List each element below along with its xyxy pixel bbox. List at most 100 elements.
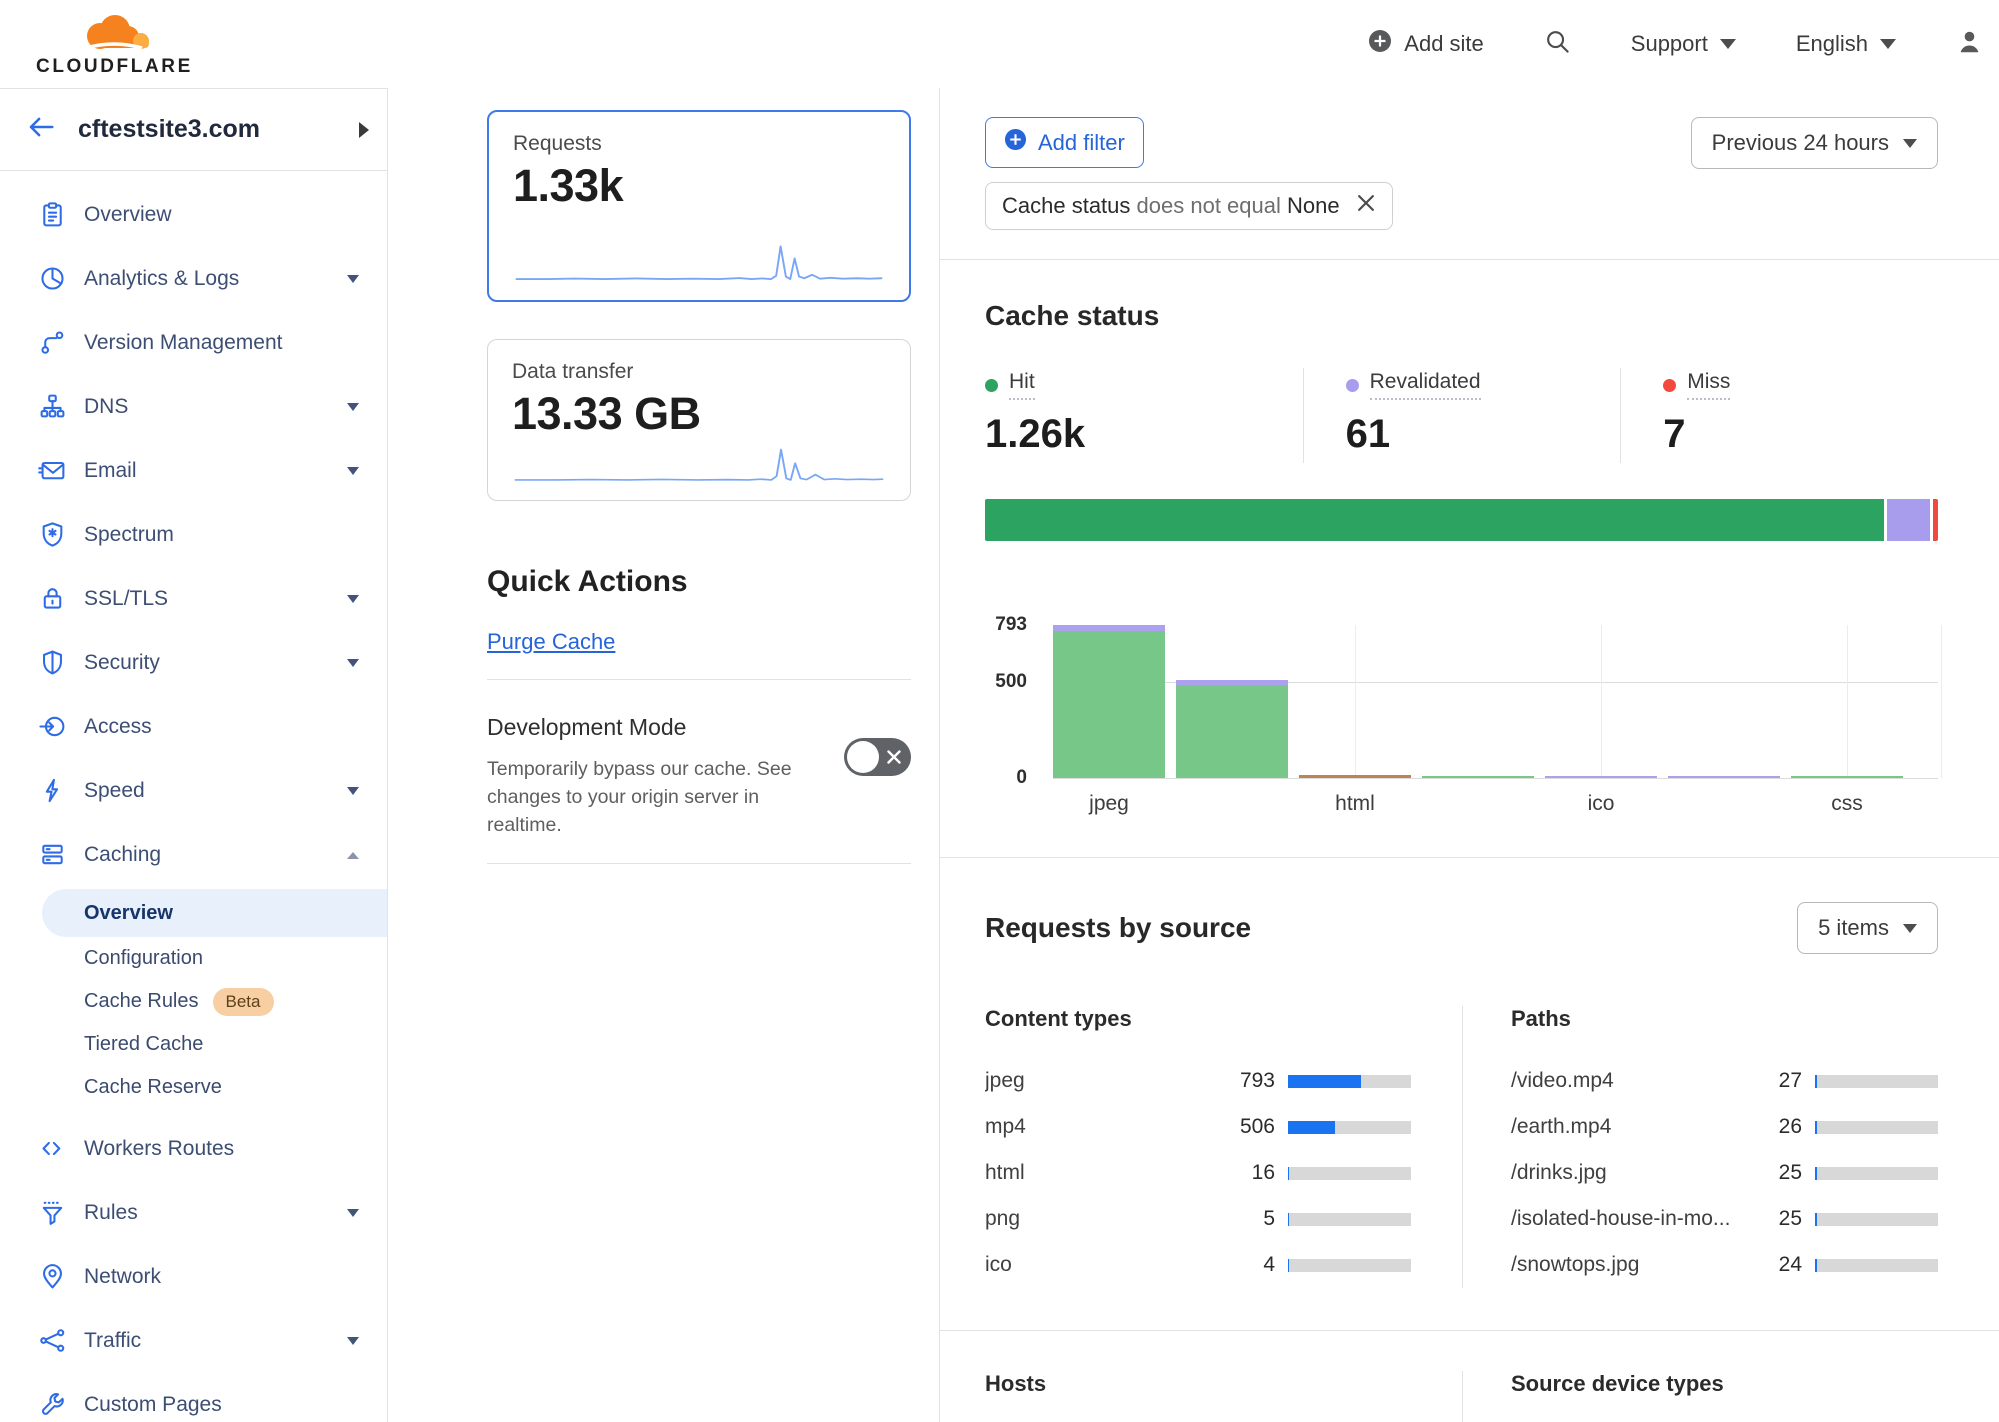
data-transfer-sparkline bbox=[514, 448, 884, 481]
sidebar-item-label: SSL/TLS bbox=[84, 587, 169, 610]
caching-icon bbox=[38, 840, 68, 870]
list-row-isolated-house-in-mo[interactable]: /isolated-house-in-mo... 25 bbox=[1511, 1196, 1938, 1242]
legend-dot-miss bbox=[1663, 378, 1677, 392]
sidebar-item-email[interactable]: Email bbox=[0, 439, 387, 503]
sidebar-subitem-tiered-cache[interactable]: Tiered Cache bbox=[0, 1023, 387, 1066]
gridline bbox=[1847, 625, 1848, 778]
row-bar-fill bbox=[1288, 1166, 1290, 1180]
sidebar-item-access[interactable]: Access bbox=[0, 695, 387, 759]
list-row-drinks-jpg[interactable]: /drinks.jpg 25 bbox=[1511, 1150, 1938, 1196]
stat-label[interactable]: Revalidated bbox=[1369, 370, 1481, 400]
dev-mode-title: Development Mode bbox=[487, 714, 687, 740]
sidebar-item-traffic[interactable]: Traffic bbox=[0, 1309, 387, 1373]
requests-card[interactable]: Requests 1.33k bbox=[487, 110, 911, 302]
filter-chip[interactable]: Cache status does not equal None bbox=[985, 182, 1393, 230]
sidebar-item-rules[interactable]: Rules bbox=[0, 1181, 387, 1245]
sidebar-item-caching[interactable]: Caching bbox=[0, 823, 387, 887]
list-row-earth-mp4[interactable]: /earth.mp4 26 bbox=[1511, 1104, 1938, 1150]
list-row-png[interactable]: png 5 bbox=[985, 1196, 1411, 1242]
row-value: 16 bbox=[1251, 1161, 1275, 1184]
items-count-select[interactable]: 5 items bbox=[1797, 902, 1938, 954]
overview-icon bbox=[38, 200, 68, 230]
y-axis-label: 500 bbox=[995, 670, 1027, 692]
support-menu[interactable]: Support bbox=[1631, 31, 1736, 57]
sidebar-item-label: DNS bbox=[84, 395, 129, 418]
sidebar-item-label: Overview bbox=[84, 203, 172, 226]
filter-field: Cache status bbox=[1002, 193, 1131, 218]
search-icon[interactable] bbox=[1544, 28, 1571, 61]
dev-mode-toggle[interactable] bbox=[844, 738, 911, 776]
list-row-html[interactable]: html 16 bbox=[985, 1150, 1411, 1196]
chevron-down-icon bbox=[347, 595, 359, 603]
purge-cache-link[interactable]: Purge Cache bbox=[487, 629, 616, 654]
stat-label[interactable]: Miss bbox=[1687, 370, 1731, 400]
chevron-down-icon bbox=[1880, 39, 1896, 49]
x-axis-label: html bbox=[1335, 792, 1375, 815]
chevron-down-icon bbox=[1903, 138, 1917, 148]
row-label: ico bbox=[985, 1253, 1012, 1276]
sidebar-nav: Overview Analytics & Logs Version Manageme… bbox=[0, 171, 387, 1422]
sidebar-item-security[interactable]: Security bbox=[0, 631, 387, 695]
stat-value: 7 bbox=[1663, 412, 1686, 456]
hosts-heading: Hosts bbox=[985, 1371, 1047, 1396]
remove-filter-icon[interactable] bbox=[1356, 193, 1376, 219]
stat-label[interactable]: Hit bbox=[1009, 370, 1035, 400]
sidebar-subitem-label: Cache Rules bbox=[84, 990, 199, 1012]
sidebar-item-workers-routes[interactable]: Workers Routes bbox=[0, 1117, 387, 1181]
data-transfer-card-value: 13.33 GB bbox=[512, 388, 701, 439]
site-name: cftestsite3.com bbox=[78, 115, 261, 143]
sidebar-item-label: Speed bbox=[84, 779, 145, 802]
distribution-segment-miss bbox=[1933, 499, 1938, 541]
row-label: jpeg bbox=[985, 1069, 1025, 1092]
speed-icon bbox=[38, 776, 68, 806]
list-row-ico[interactable]: ico 4 bbox=[985, 1242, 1411, 1288]
sidebar-item-speed[interactable]: Speed bbox=[0, 759, 387, 823]
custom-icon bbox=[38, 1390, 68, 1420]
bar-segment-other bbox=[1299, 774, 1411, 778]
language-menu[interactable]: English bbox=[1796, 31, 1896, 57]
list-row-jpeg[interactable]: jpeg 793 bbox=[985, 1058, 1411, 1104]
version-icon bbox=[38, 328, 68, 358]
development-mode-section: Development Mode Temporarily bypass our … bbox=[487, 714, 911, 839]
row-label: mp4 bbox=[985, 1115, 1026, 1138]
chevron-down-icon bbox=[1719, 39, 1736, 49]
legend-dot-hit bbox=[985, 378, 998, 392]
sidebar-subitem-label: Tiered Cache bbox=[84, 1033, 204, 1055]
chevron-right-icon[interactable] bbox=[359, 121, 369, 138]
time-range-select[interactable]: Previous 24 hours bbox=[1690, 117, 1938, 169]
row-bar-fill bbox=[1815, 1212, 1818, 1226]
sidebar-item-custom-pages[interactable]: Custom Pages bbox=[0, 1373, 387, 1422]
x-axis-label: ico bbox=[1587, 792, 1615, 815]
row-value: 25 bbox=[1778, 1207, 1802, 1230]
row-bar-track bbox=[1288, 1212, 1411, 1226]
sidebar-item-analytics-logs[interactable]: Analytics & Logs bbox=[0, 247, 387, 311]
row-bar-track bbox=[1815, 1166, 1938, 1180]
list-row-video-mp4[interactable]: /video.mp4 27 bbox=[1511, 1058, 1938, 1104]
sidebar-subitem-cache-reserve[interactable]: Cache Reserve bbox=[0, 1066, 387, 1109]
sidebar-item-network[interactable]: Network bbox=[0, 1245, 387, 1309]
add-filter-button[interactable]: Add filter bbox=[985, 117, 1144, 168]
sidebar-item-version-management[interactable]: Version Management bbox=[0, 311, 387, 375]
back-arrow-icon[interactable] bbox=[26, 114, 56, 145]
sidebar-subitem-overview[interactable]: Overview bbox=[42, 889, 387, 937]
plus-circle-icon bbox=[1368, 29, 1392, 59]
add-site-button[interactable]: Add site bbox=[1368, 29, 1484, 59]
sidebar-item-spectrum[interactable]: Spectrum bbox=[0, 503, 387, 567]
cloudflare-logo[interactable]: CLOUDFLARE bbox=[36, 11, 193, 78]
sidebar-subitem-cache-rules[interactable]: Cache Rules Beta bbox=[0, 980, 387, 1023]
sidebar-item-dns[interactable]: DNS bbox=[0, 375, 387, 439]
chart-y-axis: 0 500 793 bbox=[985, 614, 1041, 788]
list-row-mp4[interactable]: mp4 506 bbox=[985, 1104, 1411, 1150]
bar-segment-hit bbox=[1053, 630, 1165, 778]
quick-actions-heading: Quick Actions bbox=[487, 565, 688, 598]
bar-segment-revalidated bbox=[1545, 776, 1657, 778]
row-bar-fill bbox=[1288, 1074, 1362, 1088]
user-icon[interactable] bbox=[1956, 28, 1983, 61]
header-actions: Add site Support English bbox=[1368, 28, 1983, 61]
sidebar-item-overview[interactable]: Overview bbox=[0, 183, 387, 247]
sidebar-subitem-configuration[interactable]: Configuration bbox=[0, 937, 387, 980]
paths-heading: Paths bbox=[1511, 1006, 1571, 1031]
list-row-snowtops-jpg[interactable]: /snowtops.jpg 24 bbox=[1511, 1242, 1938, 1288]
sidebar-item-ssl-tls[interactable]: SSL/TLS bbox=[0, 567, 387, 631]
data-transfer-card[interactable]: Data transfer 13.33 GB bbox=[487, 339, 911, 501]
